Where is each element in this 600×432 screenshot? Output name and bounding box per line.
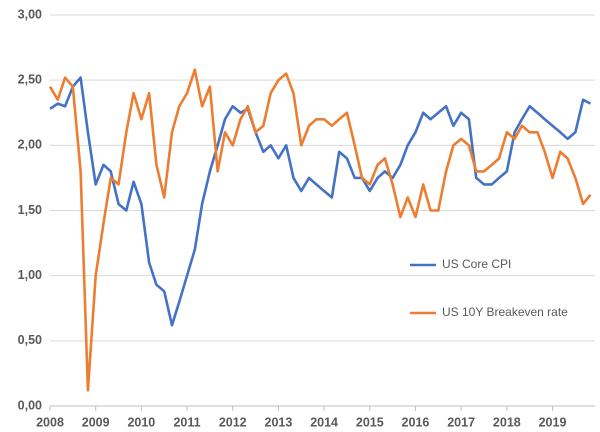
x-tick-label: 2014 (310, 415, 338, 429)
y-tick-label: 0,00 (18, 398, 42, 412)
legend-label: US 10Y Breakeven rate (442, 305, 568, 319)
y-tick-label: 0,50 (18, 333, 42, 347)
x-tick-label: 2012 (219, 415, 247, 429)
y-tick-label: 1,00 (18, 268, 42, 282)
x-tick-label: 2008 (36, 415, 64, 429)
y-tick-label: 2,00 (18, 138, 42, 152)
x-tick-label: 2018 (493, 415, 521, 429)
x-tick-label: 2017 (447, 415, 475, 429)
x-tick-label: 2010 (127, 415, 155, 429)
x-tick-label: 2011 (173, 415, 200, 429)
series-line (49, 76, 592, 327)
x-tick-label: 2016 (402, 415, 430, 429)
legend-label: US Core CPI (442, 257, 511, 271)
series-line (48, 68, 592, 392)
x-tick-label: 2013 (265, 415, 293, 429)
x-tick-label: 2019 (539, 415, 567, 429)
y-tick-label: 1,50 (18, 203, 42, 217)
y-tick-label: 2,50 (18, 72, 42, 86)
x-tick-label: 2015 (356, 415, 384, 429)
y-tick-label: 3,00 (18, 7, 42, 21)
x-tick-label: 2009 (82, 415, 110, 429)
